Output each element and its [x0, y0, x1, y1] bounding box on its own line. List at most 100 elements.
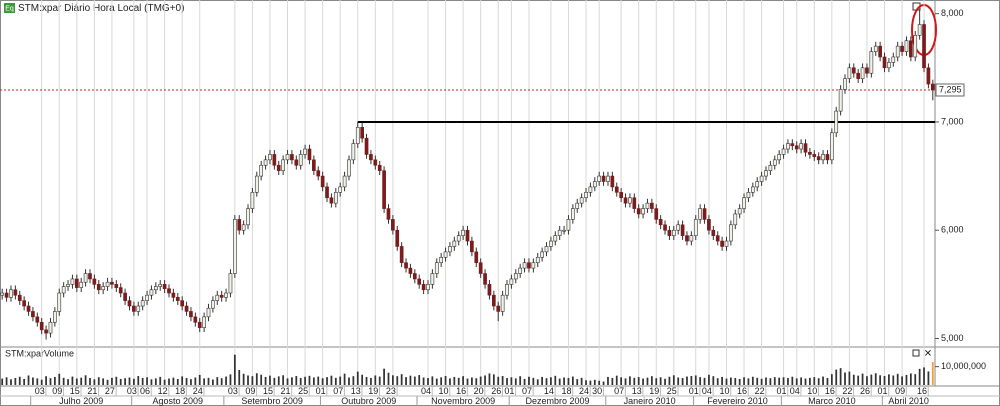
volume-bar: [97, 377, 100, 385]
candle-body: [838, 89, 843, 112]
candle-body: [259, 164, 264, 177]
volume-bar: [655, 378, 658, 385]
candle-body: [904, 40, 909, 52]
volume-bar: [106, 379, 109, 385]
x-tick-label: 19: [649, 386, 659, 396]
volume-bar: [304, 376, 306, 385]
candle-body: [123, 292, 127, 301]
month-label: Dezembro 2009: [525, 396, 589, 406]
candle-body: [474, 251, 479, 264]
last-price-box: [935, 83, 965, 97]
volume-bar: [734, 378, 737, 385]
volume-bar: [672, 375, 675, 385]
y-tick-label: 7,000: [941, 116, 964, 126]
volume-bar: [883, 376, 886, 385]
x-tick-label: 24: [579, 386, 589, 396]
volume-bar: [923, 367, 925, 385]
x-tick-label: 16: [917, 386, 927, 396]
volume-bar: [339, 376, 342, 385]
volume-bar: [510, 377, 513, 385]
volume-bar: [492, 374, 495, 385]
volume-bar: [589, 380, 592, 385]
candle-body: [487, 284, 492, 296]
volume-bar: [36, 378, 39, 385]
candle-body: [171, 292, 176, 298]
close-button[interactable]: ✕: [924, 349, 932, 360]
candle-body: [233, 219, 237, 274]
volume-title: STM:xparVolume: [5, 348, 74, 358]
candle-body: [496, 305, 501, 312]
candle-body: [461, 229, 465, 236]
candle-body: [434, 262, 439, 274]
maximize-button[interactable]: [912, 349, 920, 357]
x-tick-label: 16: [737, 386, 747, 396]
candle-body: [443, 251, 448, 258]
candle-body: [386, 208, 391, 220]
volume-bar: [892, 375, 895, 385]
volume-bar: [629, 376, 631, 385]
candle-body: [158, 284, 163, 287]
candle-body: [729, 224, 733, 242]
volume-bar: [378, 376, 381, 385]
volume-bar: [49, 378, 52, 385]
volume-bar: [242, 373, 245, 385]
volume-bar: [163, 379, 166, 385]
candle-body: [799, 143, 803, 150]
candle-body: [562, 229, 566, 232]
volume-bar: [879, 375, 882, 385]
volume-bar: [708, 374, 710, 385]
candle-body: [614, 186, 619, 193]
volume-bar: [778, 377, 781, 385]
candle-body: [917, 24, 922, 36]
candle-body: [772, 159, 777, 166]
volume-bar: [822, 376, 824, 385]
x-tick-label: 01: [777, 386, 787, 396]
volume-bar: [646, 377, 649, 385]
x-tick-label: 13: [351, 386, 361, 396]
candle-body: [44, 329, 48, 334]
candle-body: [360, 127, 364, 139]
candle-body: [830, 132, 834, 161]
candle-body: [298, 154, 303, 166]
candle-body: [338, 186, 343, 193]
candle-body: [399, 246, 404, 264]
candle-body: [9, 289, 13, 298]
candle-body: [571, 208, 575, 220]
candle-body: [281, 159, 285, 171]
volume-bar: [5, 377, 8, 385]
candle-body: [118, 287, 123, 294]
candle-body: [926, 67, 931, 85]
candle-body: [500, 294, 505, 312]
candle-body: [887, 62, 891, 69]
volume-bar: [874, 373, 877, 385]
volume-bar: [176, 378, 179, 385]
candle-body: [750, 186, 755, 193]
candle-body: [228, 273, 233, 294]
volume-bar: [352, 376, 355, 385]
x-tick-label: 12: [158, 386, 168, 396]
candle-body: [132, 305, 136, 312]
volume-bar: [453, 376, 456, 385]
candle-body: [685, 235, 689, 242]
volume-bar: [370, 378, 372, 385]
x-tick-label: 27: [105, 386, 115, 396]
candle-body: [395, 229, 400, 247]
volume-bar: [312, 377, 315, 385]
candle-body: [39, 321, 44, 331]
volume-bar: [260, 374, 263, 385]
volume-bar: [751, 376, 754, 385]
volume-bar: [89, 378, 91, 385]
volume-bar: [225, 376, 227, 385]
x-tick-label: 20: [474, 386, 484, 396]
volume-bar: [23, 378, 26, 385]
chart-title[interactable]: STM:xpar Diário Hora Local (TMG+0): [18, 3, 184, 14]
volume-bar: [181, 376, 184, 385]
candle-body: [513, 273, 518, 280]
candle-body: [452, 240, 457, 247]
candle-body: [808, 151, 812, 155]
candle-body: [35, 316, 40, 323]
volume-bar: [861, 373, 864, 385]
volume-bar: [721, 376, 723, 385]
volume-bar: [642, 378, 644, 385]
candle-body: [180, 300, 185, 307]
